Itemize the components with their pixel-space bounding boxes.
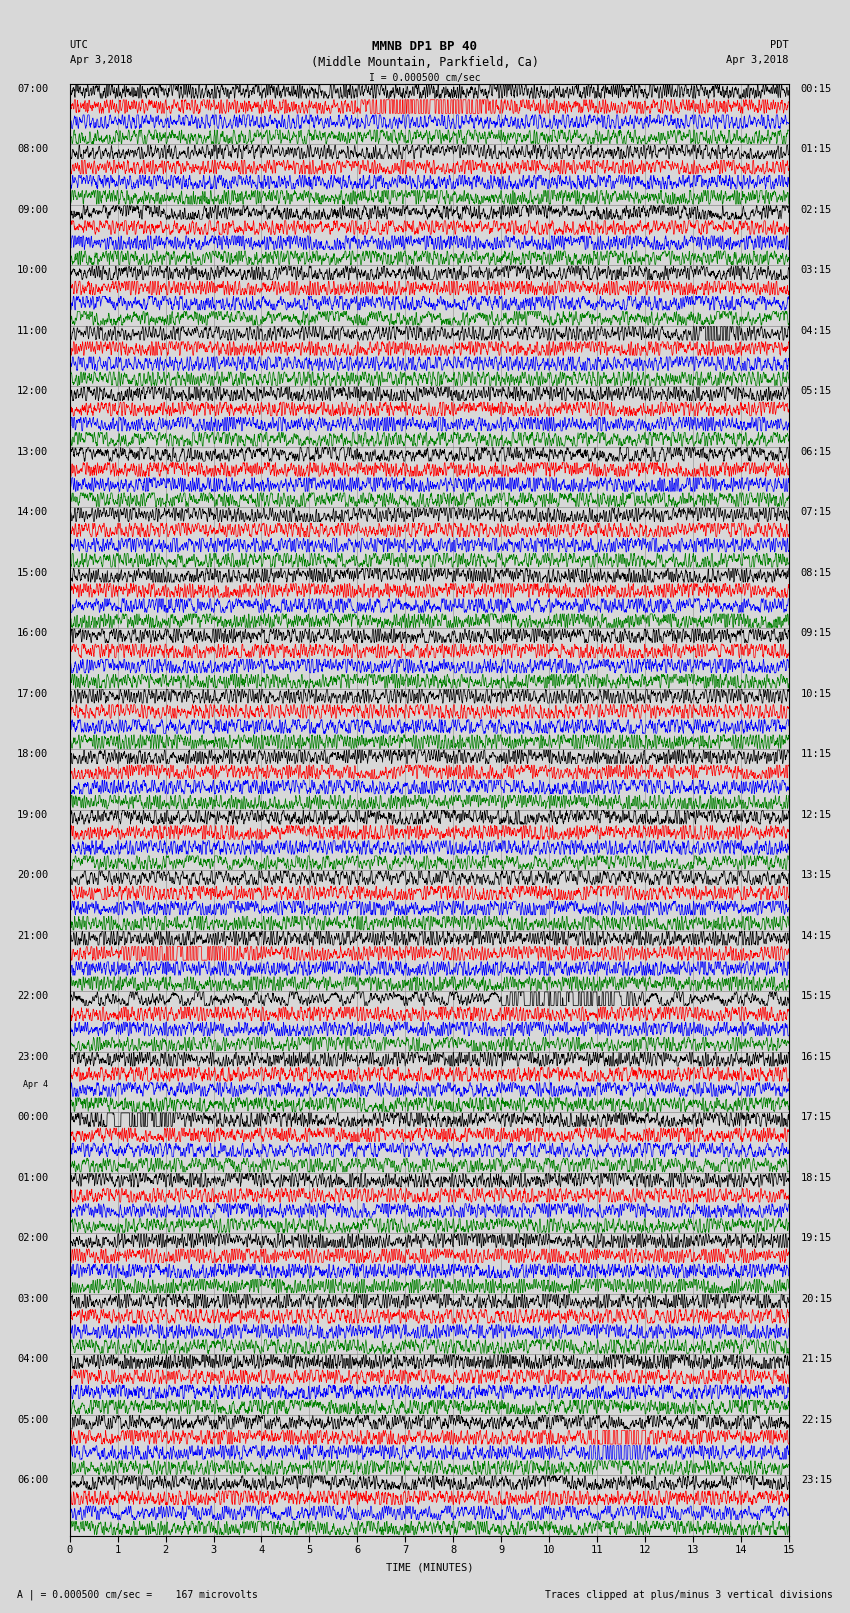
Text: I = 0.000500 cm/sec: I = 0.000500 cm/sec xyxy=(369,73,481,82)
Text: 23:00: 23:00 xyxy=(17,1052,48,1061)
Text: Apr 3,2018: Apr 3,2018 xyxy=(70,55,133,65)
Text: 18:15: 18:15 xyxy=(801,1173,832,1182)
Text: 12:00: 12:00 xyxy=(17,387,48,397)
Text: 16:00: 16:00 xyxy=(17,629,48,639)
Text: 08:00: 08:00 xyxy=(17,145,48,155)
Text: 17:00: 17:00 xyxy=(17,689,48,698)
Text: (Middle Mountain, Parkfield, Ca): (Middle Mountain, Parkfield, Ca) xyxy=(311,56,539,69)
Text: 13:00: 13:00 xyxy=(17,447,48,456)
Text: 20:00: 20:00 xyxy=(17,871,48,881)
Text: 08:15: 08:15 xyxy=(801,568,832,577)
Text: 10:15: 10:15 xyxy=(801,689,832,698)
Text: 19:15: 19:15 xyxy=(801,1232,832,1244)
Text: 22:15: 22:15 xyxy=(801,1415,832,1424)
Text: 02:15: 02:15 xyxy=(801,205,832,215)
Text: 12:15: 12:15 xyxy=(801,810,832,819)
Text: Apr 3,2018: Apr 3,2018 xyxy=(726,55,789,65)
Text: PDT: PDT xyxy=(770,40,789,50)
Text: 11:00: 11:00 xyxy=(17,326,48,336)
Text: 10:00: 10:00 xyxy=(17,266,48,276)
Text: 14:15: 14:15 xyxy=(801,931,832,940)
Text: 21:15: 21:15 xyxy=(801,1355,832,1365)
Text: 02:00: 02:00 xyxy=(17,1232,48,1244)
Text: 23:15: 23:15 xyxy=(801,1474,832,1486)
Text: 04:15: 04:15 xyxy=(801,326,832,336)
Text: 15:00: 15:00 xyxy=(17,568,48,577)
Text: 19:00: 19:00 xyxy=(17,810,48,819)
Text: 13:15: 13:15 xyxy=(801,871,832,881)
Text: 07:00: 07:00 xyxy=(17,84,48,94)
Text: A | = 0.000500 cm/sec =    167 microvolts: A | = 0.000500 cm/sec = 167 microvolts xyxy=(17,1589,258,1600)
Text: 09:15: 09:15 xyxy=(801,629,832,639)
Text: MMNB DP1 BP 40: MMNB DP1 BP 40 xyxy=(372,40,478,53)
Text: 06:15: 06:15 xyxy=(801,447,832,456)
Text: 14:00: 14:00 xyxy=(17,508,48,518)
Text: 16:15: 16:15 xyxy=(801,1052,832,1061)
X-axis label: TIME (MINUTES): TIME (MINUTES) xyxy=(386,1563,473,1573)
Text: Traces clipped at plus/minus 3 vertical divisions: Traces clipped at plus/minus 3 vertical … xyxy=(545,1590,833,1600)
Text: 05:00: 05:00 xyxy=(17,1415,48,1424)
Text: 20:15: 20:15 xyxy=(801,1294,832,1303)
Text: 18:00: 18:00 xyxy=(17,748,48,760)
Text: 00:00: 00:00 xyxy=(17,1113,48,1123)
Text: 07:15: 07:15 xyxy=(801,508,832,518)
Text: 01:00: 01:00 xyxy=(17,1173,48,1182)
Text: 05:15: 05:15 xyxy=(801,387,832,397)
Text: 11:15: 11:15 xyxy=(801,748,832,760)
Text: 03:00: 03:00 xyxy=(17,1294,48,1303)
Text: 01:15: 01:15 xyxy=(801,145,832,155)
Text: Apr 4: Apr 4 xyxy=(23,1081,48,1089)
Text: 17:15: 17:15 xyxy=(801,1113,832,1123)
Text: 15:15: 15:15 xyxy=(801,990,832,1002)
Text: UTC: UTC xyxy=(70,40,88,50)
Text: 22:00: 22:00 xyxy=(17,990,48,1002)
Text: 21:00: 21:00 xyxy=(17,931,48,940)
Text: 09:00: 09:00 xyxy=(17,205,48,215)
Text: 00:15: 00:15 xyxy=(801,84,832,94)
Text: 06:00: 06:00 xyxy=(17,1474,48,1486)
Text: 04:00: 04:00 xyxy=(17,1355,48,1365)
Text: 03:15: 03:15 xyxy=(801,266,832,276)
